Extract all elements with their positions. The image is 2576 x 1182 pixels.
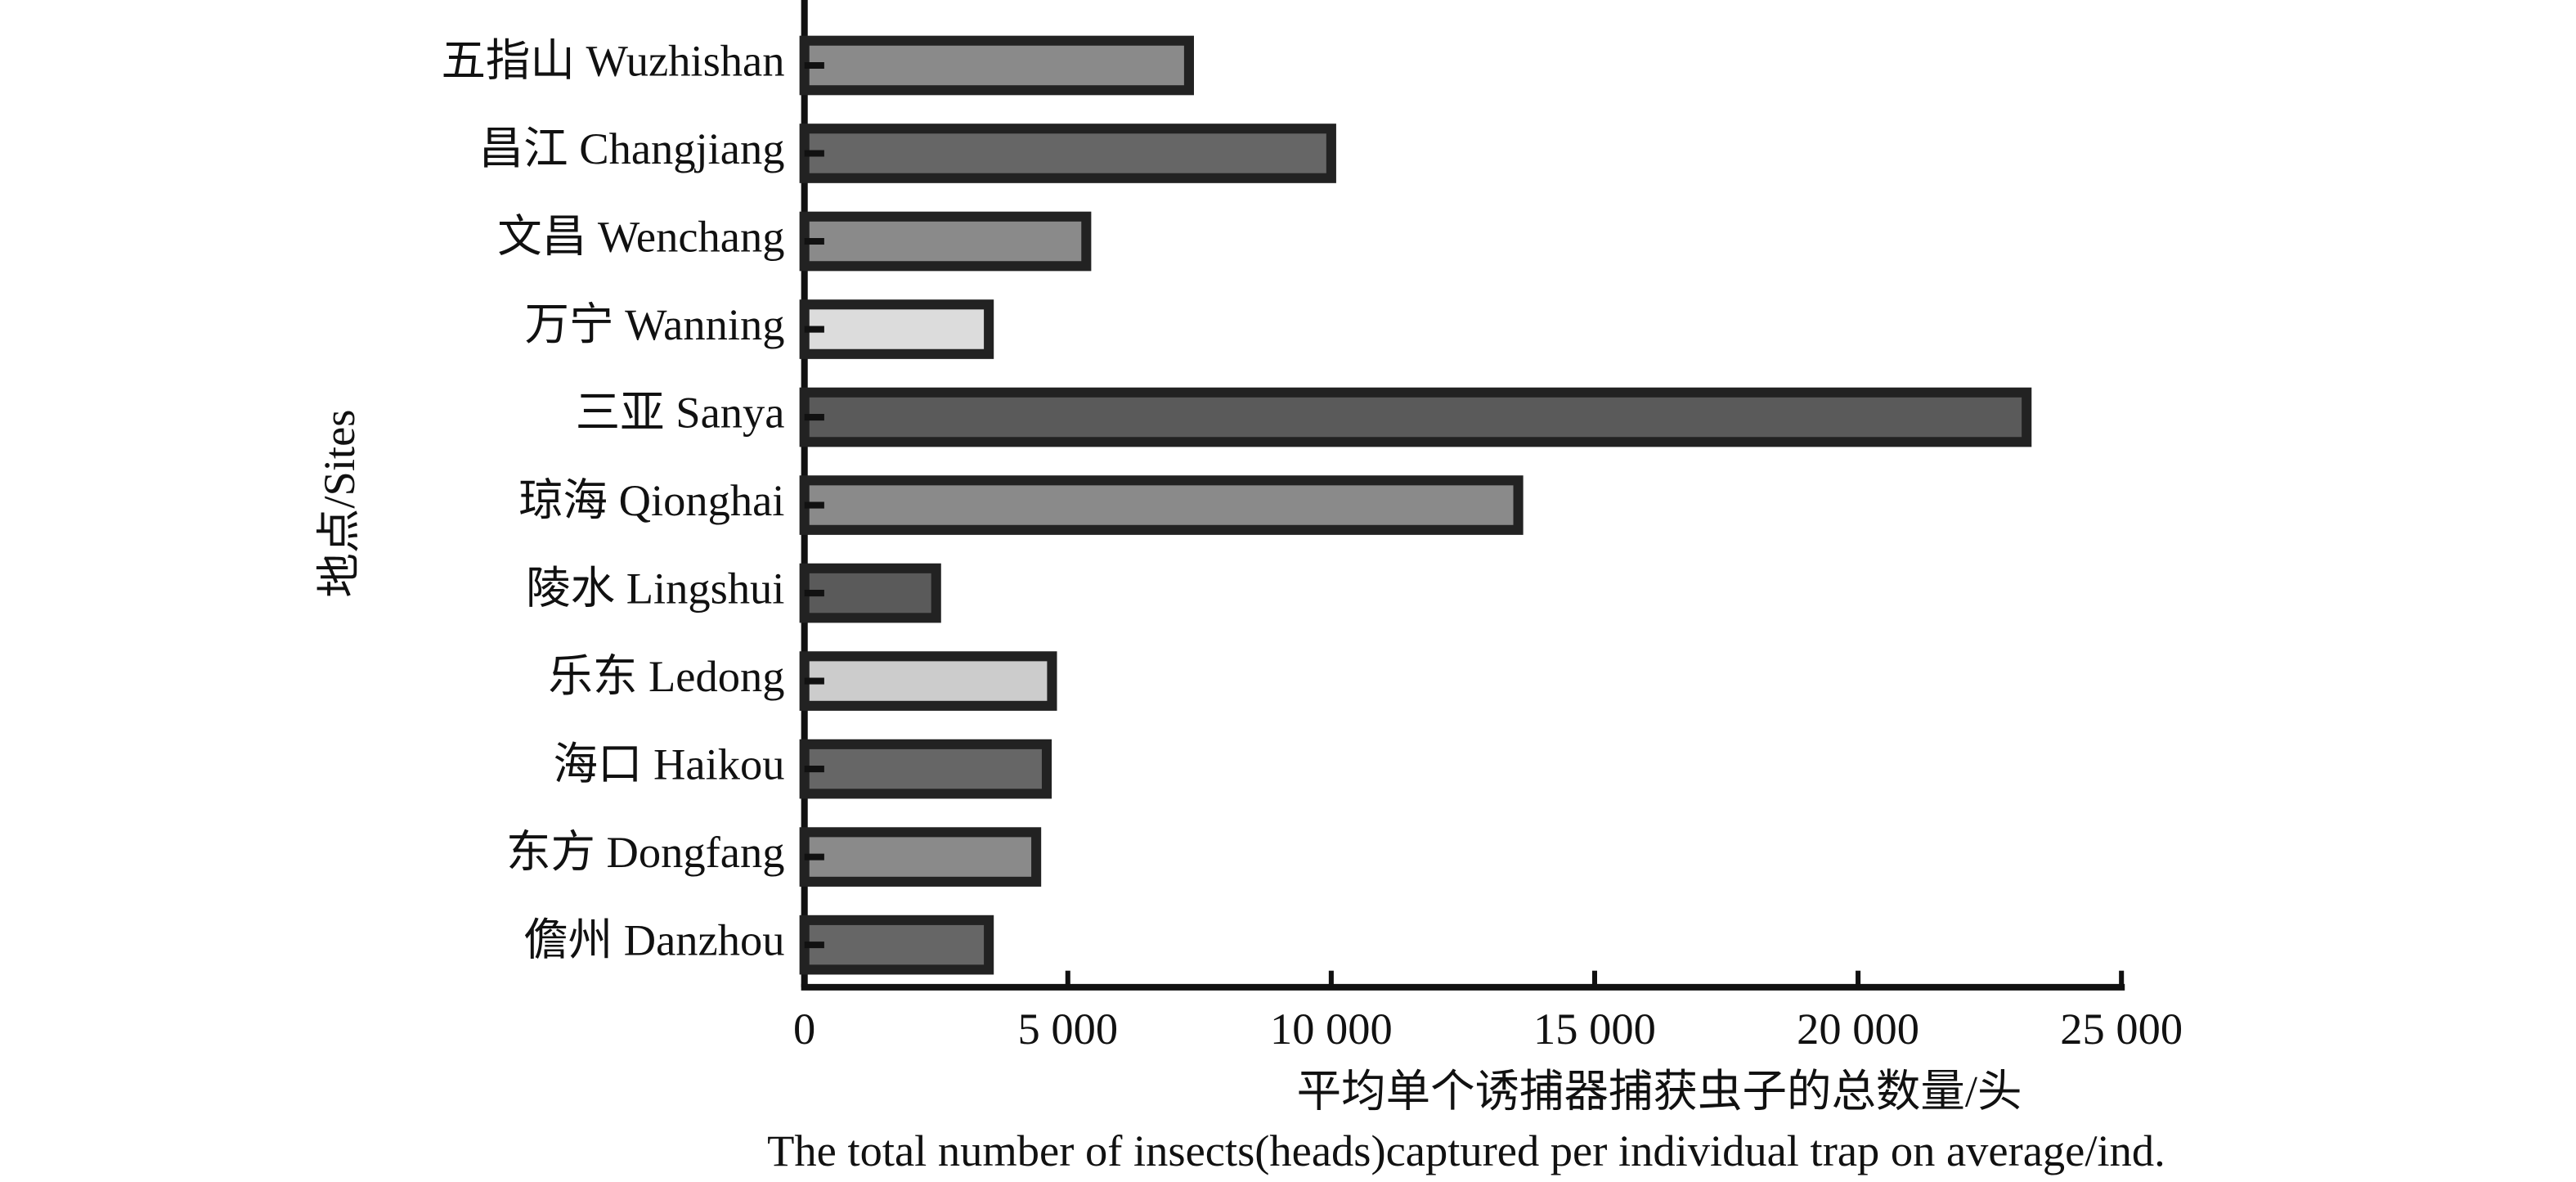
bar xyxy=(799,299,994,359)
y-tick-label: 陵水 Lingshui xyxy=(526,564,784,613)
y-tick-label: 海口 Haikou xyxy=(553,739,784,789)
bar xyxy=(799,387,2032,447)
y-tick-label: 三亚 Sanya xyxy=(576,388,785,438)
bar xyxy=(799,475,1524,535)
x-tick-label: 20 000 xyxy=(1797,1004,1919,1054)
x-tick-label: 10 000 xyxy=(1270,1004,1393,1054)
x-axis-title: The total number of insects(heads)captur… xyxy=(767,1126,2165,1175)
y-tick-label: 乐东 Ledong xyxy=(548,651,784,701)
y-tick-label: 琼海 Qionghai xyxy=(518,475,784,525)
x-tick-label: 5 000 xyxy=(1017,1004,1118,1054)
y-tick-label: 万宁 Wanning xyxy=(525,299,785,349)
bar xyxy=(799,827,1042,887)
y-tick-label: 文昌 Wenchang xyxy=(497,212,784,262)
bar xyxy=(799,563,941,623)
bar xyxy=(799,35,1194,96)
x-tick-label: 0 xyxy=(793,1004,815,1054)
y-axis-title: 地点/Sites xyxy=(314,409,364,597)
x-tick-label: 15 000 xyxy=(1533,1004,1656,1054)
y-tick-label: 儋州 Danzhou xyxy=(523,915,784,965)
x-axis-title: 平均单个诱捕器捕获虫子的总数量/头 xyxy=(1297,1067,2022,1117)
bar xyxy=(799,915,994,975)
bar xyxy=(799,124,1336,183)
y-tick-label: 昌江 Changjiang xyxy=(479,124,785,173)
bar xyxy=(799,739,1052,799)
bar xyxy=(799,211,1092,272)
y-tick-label: 五指山 Wuzhishan xyxy=(441,35,784,85)
bar xyxy=(799,651,1057,711)
y-tick-label: 东方 Dongfang xyxy=(506,827,784,877)
x-tick-label: 25 000 xyxy=(2060,1004,2183,1054)
